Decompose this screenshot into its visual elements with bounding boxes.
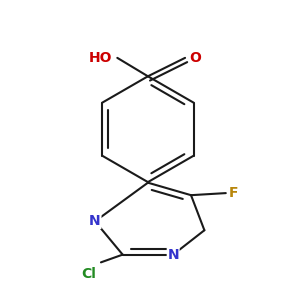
Text: O: O xyxy=(190,51,201,65)
Text: HO: HO xyxy=(89,51,113,65)
Text: N: N xyxy=(167,248,179,262)
Text: Cl: Cl xyxy=(82,267,97,281)
Text: N: N xyxy=(89,214,101,228)
Text: F: F xyxy=(229,186,238,200)
